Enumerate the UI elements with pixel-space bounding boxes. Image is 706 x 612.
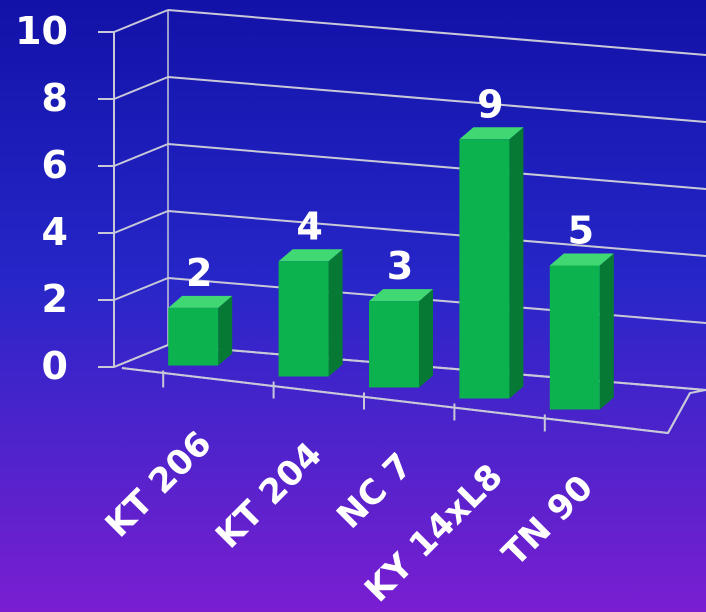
gridlines [113,9,706,391]
side-gridline [113,277,169,301]
category-label: TN 90 [495,468,602,575]
bar [369,289,433,388]
axes [98,10,706,435]
bar-top [278,249,343,262]
y-tick-label: 6 [42,143,68,187]
bar-top [168,295,233,308]
bar [459,127,524,399]
data-label: 3 [387,244,413,288]
category-label: NC 7 [329,446,420,537]
bar-side [218,295,233,366]
data-label: 2 [186,251,212,295]
bar-front [549,265,600,410]
y-tick-label: 0 [42,344,68,388]
y-tick-label: 2 [42,277,68,321]
x-axis [121,367,669,434]
floor-right-edge [667,392,691,434]
y-tick-label: 8 [42,76,68,120]
y-tick-label: 4 [42,210,68,254]
side-gridline [113,143,169,167]
data-label: 5 [568,209,594,253]
data-labels: 2 4 3 9 5 [186,82,594,295]
bar-front [278,261,329,377]
y-tick-labels: 0 2 4 6 8 10 [15,9,68,388]
bar-side [599,253,614,410]
bars [168,127,614,410]
bar [168,295,233,366]
bar-front [168,307,219,366]
side-gridline [113,210,169,234]
side-gridline [113,76,169,100]
bar-top [459,127,524,140]
bar-top [369,289,433,302]
data-label: 9 [477,82,503,126]
bar-side [419,289,433,388]
bar-top [549,253,614,266]
bar-side [509,127,524,399]
data-label: 4 [296,204,322,248]
bar-front [459,139,510,399]
bar-side [328,249,343,377]
category-label: KT 204 [208,435,330,557]
gridline [167,210,706,257]
gridline [167,9,706,56]
gridline [167,277,706,324]
category-label: KT 206 [98,424,220,546]
gridline [167,76,706,123]
bar-front [369,301,419,388]
bar [278,249,343,377]
bar [549,253,614,410]
gridline [167,143,706,190]
side-gridline [113,9,169,33]
y-tick-label: 10 [15,9,68,53]
